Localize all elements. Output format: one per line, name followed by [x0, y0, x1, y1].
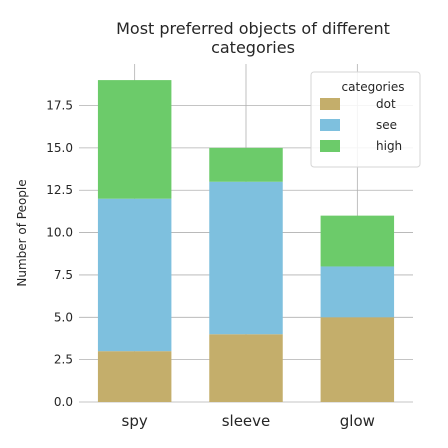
- bar-spy-see: [97, 198, 172, 352]
- chart-title-line-2: categories: [211, 38, 295, 57]
- legend-title: categories: [342, 80, 405, 94]
- legend-label-see: see: [376, 118, 397, 132]
- bar-sleeve-dot: [209, 334, 283, 402]
- y-tick-label: 10.0: [46, 226, 73, 240]
- bar-glow-dot: [320, 317, 395, 402]
- x-axis-ticks: spy sleeve glow: [122, 412, 375, 430]
- legend-swatch-high: [320, 140, 340, 152]
- x-tick-label: spy: [122, 412, 148, 430]
- y-axis-ticks: 0.0 2.5 5.0 7.5 10.0 12.5 15.0 17.5: [46, 99, 73, 409]
- y-tick-label: 17.5: [46, 99, 73, 113]
- x-tick-label: sleeve: [222, 412, 271, 430]
- y-tick-label: 7.5: [54, 268, 73, 282]
- y-tick-label: 12.5: [46, 183, 73, 197]
- y-tick-label: 15.0: [46, 141, 73, 155]
- y-axis-label: Number of People: [15, 179, 29, 286]
- chart-title-line-1: Most preferred objects of different: [116, 19, 390, 38]
- y-tick-label: 0.0: [54, 395, 73, 409]
- bar-glow-see: [320, 266, 395, 318]
- legend-label-dot: dot: [376, 97, 396, 111]
- bar-sleeve-see: [209, 181, 283, 335]
- legend-swatch-dot: [320, 98, 340, 110]
- legend: categories dot see high: [310, 71, 421, 168]
- legend-label-high: high: [376, 139, 402, 153]
- bar-spy-dot: [97, 351, 172, 402]
- y-tick-label: 5.0: [54, 310, 73, 324]
- y-tick-label: 2.5: [54, 353, 73, 367]
- x-tick-label: glow: [340, 412, 375, 430]
- bar-glow-high: [320, 215, 395, 267]
- bars: [97, 80, 395, 402]
- bar-spy-high: [97, 80, 172, 199]
- bar-sleeve-high: [209, 147, 283, 182]
- legend-swatch-see: [320, 119, 340, 131]
